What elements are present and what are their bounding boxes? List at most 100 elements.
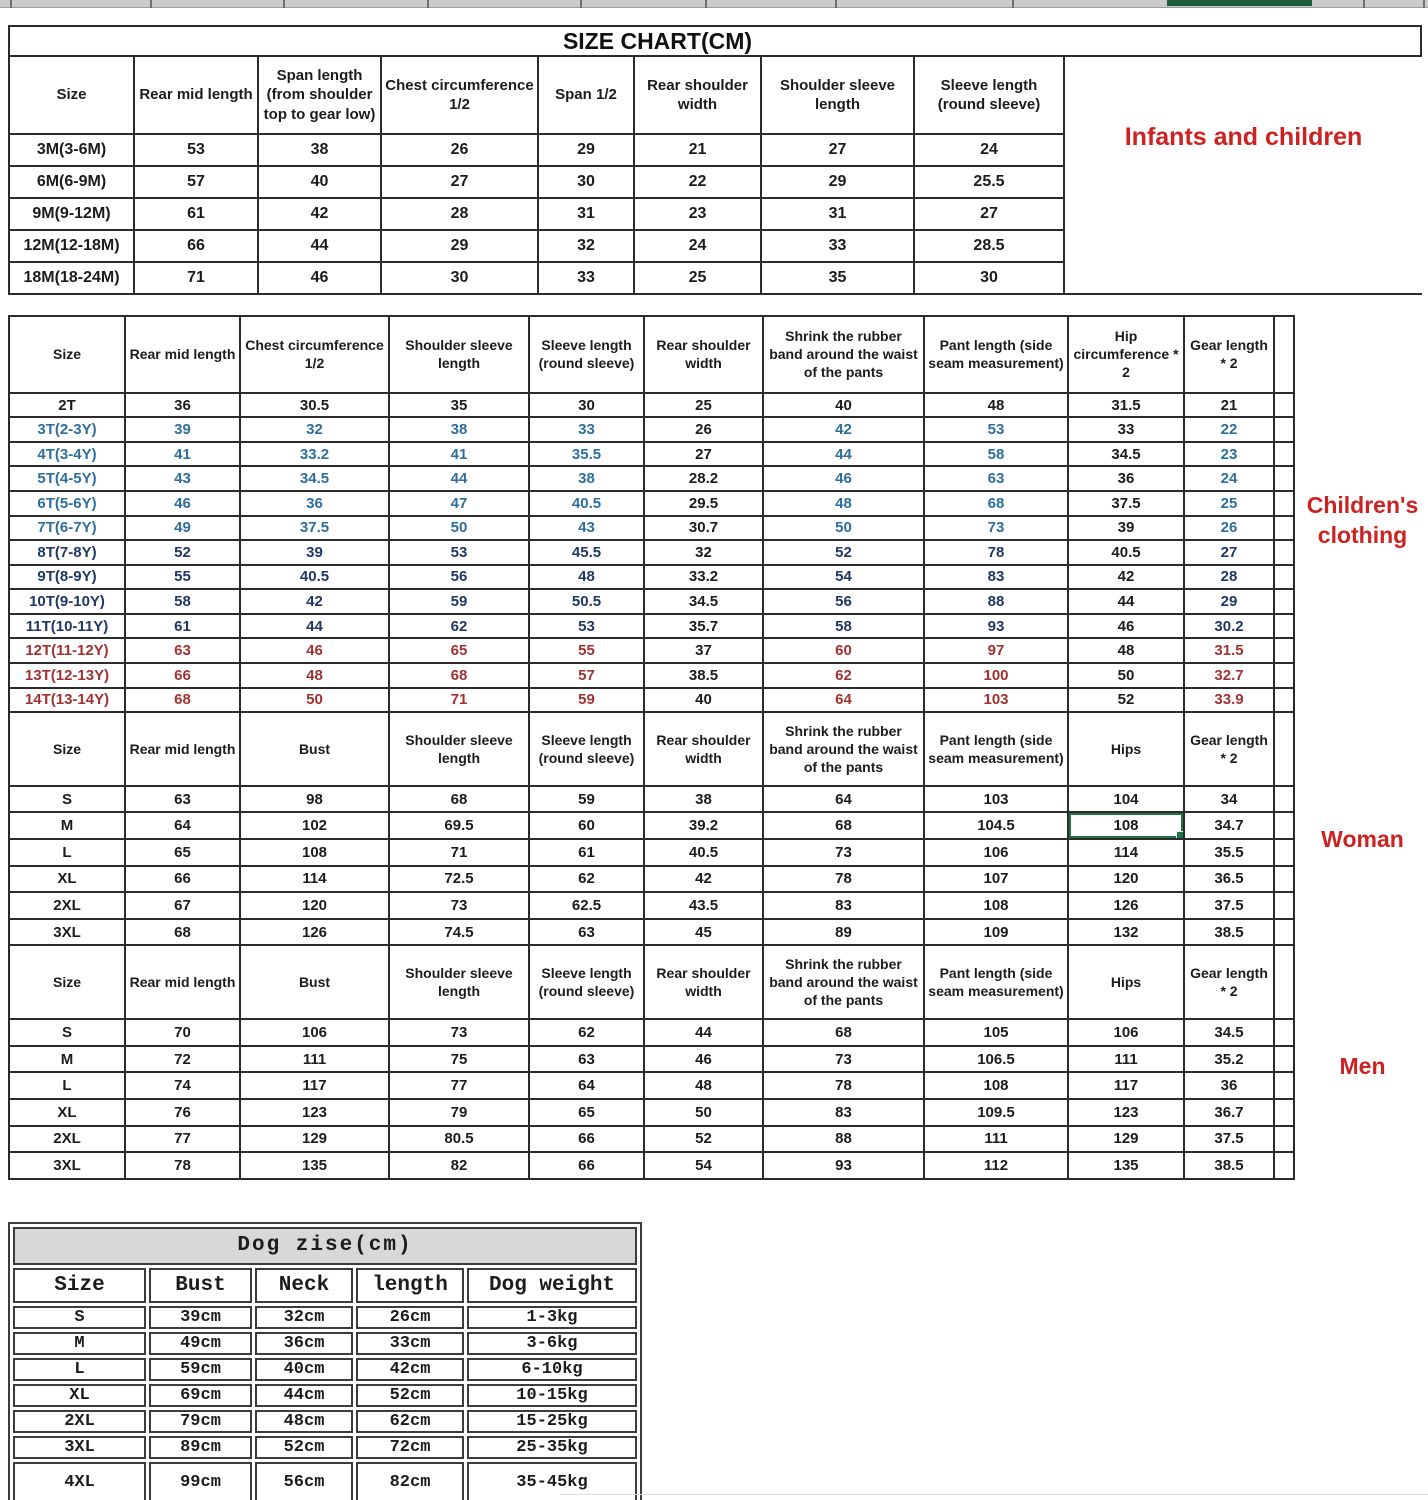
- table-cell: 31.5: [1067, 391, 1185, 419]
- empty-spacer-cell: [1273, 838, 1295, 867]
- woman-header-row: Size Rear mid length Bust Shoulder sleeve l…: [8, 711, 1295, 787]
- table-cell: 49: [124, 514, 241, 542]
- table-cell: 126: [239, 917, 390, 947]
- table-cell: 57: [528, 661, 645, 689]
- column-header: Rear mid length: [124, 711, 241, 787]
- table-cell: 29: [1183, 588, 1275, 615]
- table-cell: 111: [1067, 1044, 1185, 1074]
- table-cell: 33: [760, 229, 915, 263]
- table-cell: 50: [388, 514, 530, 542]
- table-cell: 24: [1183, 465, 1275, 492]
- empty-spacer-cell: [1273, 612, 1295, 640]
- column-header: Rear shoulder width: [643, 944, 764, 1021]
- table-cell: 65: [388, 637, 530, 664]
- table-cell: 67: [124, 891, 241, 920]
- table-cell: 33.9: [1183, 686, 1275, 714]
- table-cell: 48: [1067, 637, 1185, 664]
- table-cell: 108: [923, 1071, 1069, 1100]
- table-cell: 106: [923, 838, 1069, 867]
- column-header: Bust: [239, 944, 390, 1021]
- children-header-row: Size Rear mid length Chest circumference 1…: [8, 315, 1295, 394]
- table-cell: 69cm: [149, 1384, 252, 1408]
- table-cell: 108: [239, 838, 390, 867]
- table-cell: 31.5: [1183, 637, 1275, 664]
- empty-spacer-cell: [1273, 686, 1295, 714]
- children-row: 4T(3-4Y) 41 33.2 41 35.5 27 44 58 34.5 23: [8, 440, 1295, 468]
- table-cell: 38.5: [1183, 917, 1275, 947]
- table-cell: 62: [528, 1018, 645, 1047]
- table-cell: 123: [239, 1097, 390, 1127]
- table-cell: 35.2: [1183, 1044, 1275, 1074]
- table-cell: 27: [760, 133, 915, 167]
- table-cell: 126: [1067, 891, 1185, 920]
- table-cell: 32: [537, 229, 635, 263]
- empty-spacer-cell: [1273, 811, 1295, 840]
- table-cell: 27: [380, 165, 539, 199]
- table-cell: 44: [1067, 588, 1185, 615]
- table-cell: 21: [1183, 391, 1275, 419]
- table-cell: 102: [239, 811, 390, 840]
- men-row: 3XL 78 135 82 66 54 93 112 135 38.5: [8, 1151, 1295, 1180]
- column-header: Size: [8, 315, 126, 394]
- table-cell: 37: [643, 637, 764, 664]
- table-cell: 109: [923, 917, 1069, 947]
- table-cell: 53: [528, 612, 645, 640]
- table-cell: 25.5: [913, 165, 1065, 199]
- table-cell: 58: [762, 612, 925, 640]
- empty-spacer-cell: [1273, 315, 1295, 394]
- table-cell: 3M(3-6M): [8, 133, 135, 167]
- table-cell: 40: [762, 391, 925, 419]
- infants-label: Infants and children: [1124, 123, 1363, 151]
- table-cell: 25-35kg: [467, 1436, 638, 1460]
- table-cell: 28.5: [913, 229, 1065, 263]
- table-cell: 78: [923, 539, 1069, 566]
- column-header: Shoulder sleeve length: [388, 711, 530, 787]
- table-cell: 75: [388, 1044, 530, 1074]
- dog-size-table: Dog zise(cm) Size Bust Neck length Dog weigh…: [8, 1222, 643, 1500]
- children-row: 12T(11-12Y) 63 46 65 55 37 60 97 48 31.5: [8, 637, 1295, 664]
- column-header: Pant length (side seam measurement): [923, 944, 1069, 1021]
- column-header: Size: [8, 55, 135, 135]
- table-cell: 29.5: [643, 490, 764, 517]
- table-cell: 62.5: [528, 891, 645, 920]
- gridline-tick: [1423, 0, 1425, 8]
- table-cell: 73: [762, 1044, 925, 1074]
- table-cell: 30: [380, 261, 539, 295]
- table-cell: 68: [388, 784, 530, 814]
- table-cell: 23: [633, 197, 762, 231]
- table-cell: 23: [1183, 440, 1275, 468]
- dog-section: Dog zise(cm) Size Bust Neck length Dog weigh…: [8, 1222, 643, 1500]
- table-cell: 132: [1067, 917, 1185, 947]
- infants-row: 3M(3-6M) 53 38 26 29 21 27 24: [8, 133, 1065, 167]
- table-cell: 29: [537, 133, 635, 167]
- column-header: Bust: [239, 711, 390, 787]
- empty-spacer-cell: [1273, 1124, 1295, 1154]
- table-cell: 33.2: [643, 563, 764, 591]
- table-cell: 59: [388, 588, 530, 615]
- gridline-tick: [1363, 0, 1365, 8]
- table-cell: 63: [124, 637, 241, 664]
- empty-spacer-cell: [1273, 891, 1295, 920]
- empty-spacer-cell: [1273, 440, 1295, 468]
- table-cell: 103: [923, 784, 1069, 814]
- table-cell: 43: [124, 465, 241, 492]
- table-cell: 3XL: [8, 917, 126, 947]
- gridline-tick: [580, 0, 582, 8]
- table-cell: 106.5: [923, 1044, 1069, 1074]
- children-row: 6T(5-6Y) 46 36 47 40.5 29.5 48 68 37.5 25: [8, 490, 1295, 517]
- table-cell: 38: [643, 784, 764, 814]
- table-cell: 36: [1067, 465, 1185, 492]
- column-header: Rear mid length: [124, 315, 241, 394]
- table-cell: 45: [643, 917, 764, 947]
- table-cell: 64: [124, 811, 241, 840]
- table-cell: 68: [124, 686, 241, 714]
- children-row: 9T(8-9Y) 55 40.5 56 48 33.2 54 83 42 28: [8, 563, 1295, 591]
- table-cell: 48: [643, 1071, 764, 1100]
- table-cell: 40: [643, 686, 764, 714]
- dog-row: 3XL 89cm 52cm 72cm 25-35kg: [13, 1436, 638, 1460]
- men-row: M 72 111 75 63 46 73 106.5 111 35.2: [8, 1044, 1295, 1074]
- table-cell: 73: [388, 891, 530, 920]
- table-cell: 50: [643, 1097, 764, 1127]
- men-label-zone: Men: [1295, 954, 1428, 1180]
- table-cell: 13T(12-13Y): [8, 661, 126, 689]
